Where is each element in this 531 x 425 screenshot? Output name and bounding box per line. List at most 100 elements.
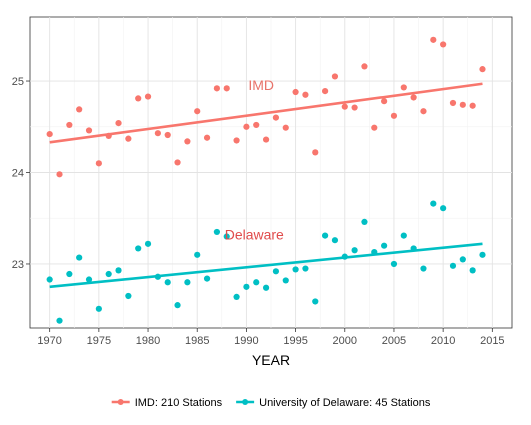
- data-point: [283, 277, 289, 283]
- data-point: [56, 171, 62, 177]
- data-point: [106, 271, 112, 277]
- data-point: [224, 85, 230, 91]
- x-tick-label: 1980: [136, 335, 160, 347]
- data-point: [420, 108, 426, 114]
- data-point: [430, 201, 436, 207]
- x-tick-label: 2015: [480, 335, 504, 347]
- data-point: [155, 130, 161, 136]
- annotation-label: IMD: [248, 77, 274, 93]
- data-point: [253, 279, 259, 285]
- legend: IMD: 210 Stations University of Delaware:…: [112, 397, 431, 409]
- data-point: [450, 263, 456, 269]
- data-point: [440, 41, 446, 47]
- data-point: [96, 160, 102, 166]
- data-point: [47, 276, 53, 282]
- data-point: [352, 104, 358, 110]
- data-point: [342, 104, 348, 110]
- data-point: [460, 102, 466, 108]
- data-point: [66, 271, 72, 277]
- data-point: [115, 267, 121, 273]
- data-point: [145, 93, 151, 99]
- data-point: [332, 237, 338, 243]
- data-point: [145, 241, 151, 247]
- data-point: [450, 100, 456, 106]
- data-point: [391, 113, 397, 119]
- legend-key-point: [118, 399, 124, 405]
- data-point: [76, 254, 82, 260]
- data-point: [76, 106, 82, 112]
- data-point: [96, 306, 102, 312]
- data-point: [283, 125, 289, 131]
- data-point: [263, 136, 269, 142]
- data-point: [66, 122, 72, 128]
- data-point: [125, 136, 131, 142]
- data-point: [273, 268, 279, 274]
- data-point: [273, 115, 279, 121]
- data-point: [253, 122, 259, 128]
- data-point: [371, 125, 377, 131]
- data-point: [352, 247, 358, 253]
- y-tick-label: 25: [12, 76, 24, 88]
- data-point: [332, 73, 338, 79]
- x-tick-label: 1995: [283, 335, 307, 347]
- data-point: [479, 252, 485, 258]
- data-point: [204, 135, 210, 141]
- data-point: [233, 294, 239, 300]
- legend-key-point: [242, 399, 248, 405]
- y-axis-ticks: 23 24 25: [12, 76, 30, 271]
- x-tick-label: 1970: [37, 335, 61, 347]
- data-point: [420, 265, 426, 271]
- data-point: [214, 85, 220, 91]
- data-point: [125, 293, 131, 299]
- data-point: [322, 88, 328, 94]
- data-point: [430, 37, 436, 43]
- data-point: [322, 233, 328, 239]
- x-tick-label: 1990: [234, 335, 258, 347]
- legend-label: University of Delaware: 45 Stations: [259, 397, 431, 409]
- legend-item-2: University of Delaware: 45 Stations: [236, 397, 431, 409]
- data-point: [243, 124, 249, 130]
- legend-label: IMD: 210 Stations: [135, 397, 223, 409]
- data-point: [174, 159, 180, 165]
- x-axis-title: YEAR: [252, 352, 290, 368]
- data-point: [194, 108, 200, 114]
- data-point: [184, 138, 190, 144]
- data-point: [479, 66, 485, 72]
- x-tick-label: 1975: [87, 335, 111, 347]
- data-point: [56, 318, 62, 324]
- data-point: [243, 284, 249, 290]
- data-point: [302, 265, 308, 271]
- data-point: [184, 279, 190, 285]
- data-point: [440, 205, 446, 211]
- data-point: [312, 298, 318, 304]
- x-tick-label: 2000: [333, 335, 357, 347]
- data-point: [361, 63, 367, 69]
- data-point: [194, 252, 200, 258]
- data-point: [401, 233, 407, 239]
- data-point: [381, 98, 387, 104]
- data-point: [135, 245, 141, 251]
- x-tick-label: 2005: [382, 335, 406, 347]
- data-point: [204, 276, 210, 282]
- x-tick-label: 1985: [185, 335, 209, 347]
- data-point: [381, 243, 387, 249]
- data-point: [470, 103, 476, 109]
- data-point: [174, 302, 180, 308]
- data-point: [165, 132, 171, 138]
- y-tick-label: 24: [12, 168, 24, 180]
- data-point: [292, 89, 298, 95]
- data-point: [361, 219, 367, 225]
- data-point: [47, 131, 53, 137]
- annotation-label: Delaware: [225, 226, 284, 242]
- legend-item-1: IMD: 210 Stations: [112, 397, 223, 409]
- data-point: [263, 285, 269, 291]
- data-point: [115, 120, 121, 126]
- data-point: [233, 137, 239, 143]
- data-point: [135, 95, 141, 101]
- y-tick-label: 23: [12, 259, 24, 271]
- data-point: [302, 92, 308, 98]
- data-point: [312, 149, 318, 155]
- data-point: [411, 94, 417, 100]
- x-tick-label: 2010: [431, 335, 455, 347]
